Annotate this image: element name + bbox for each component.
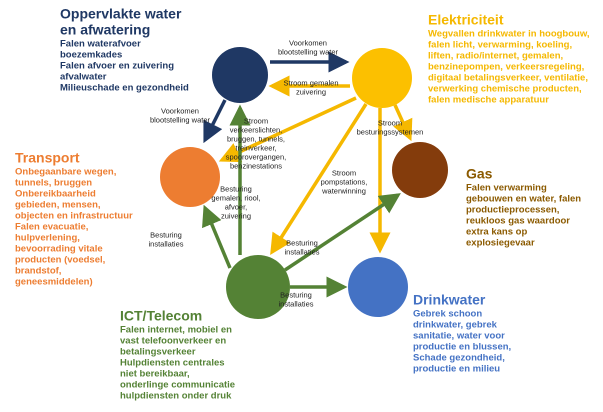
edge-label: installaties [148,240,183,249]
node-title: Elektriciteit [428,11,504,27]
node-text: Falen evacuatie, [15,221,88,232]
node-text: productieprocessen, [466,204,559,215]
node-text: Schade gezondheid, [413,352,505,363]
node-text: Wegvallen drinkwater in hoogbouw, [428,28,590,39]
edge-label: Stroom [378,119,402,128]
node-text: niet bereikbaar, [120,368,190,379]
edge-label: installaties [278,300,313,309]
node-circle [226,255,290,319]
node-text: gebieden, mensen, [15,199,101,210]
node-text: Onbegaanbare wegen, [15,166,116,177]
node-text: falen licht, verwarming, koeling, [428,39,572,50]
node-text: Falen afvoer en zuivering [60,60,174,71]
node-text: afvalwater [60,71,107,82]
node-text: sanitatie, water voor [413,330,505,341]
edge-label: Besturing [280,291,312,300]
edge-label: installaties [284,248,319,257]
node-title: en afwatering [60,21,150,37]
edge-label: zuivering [221,212,251,221]
edge-label: Stroom [244,117,268,126]
node-text: Onbereikbaarheid [15,188,96,199]
node-text: Milieuschade en gezondheid [60,82,189,93]
node-text: tunnels, bruggen [15,177,92,188]
node-text: objecten en infrastructuur [15,210,133,221]
edge-label: gemalen, riool, [211,194,260,203]
node-circle [212,47,268,103]
edge-label: spoorovergangen, [226,153,286,162]
node-text: drinkwater, gebrek [413,319,498,330]
node-text: Falen verwarming [466,182,547,193]
node-text: Gebrek schoon [413,308,482,319]
edge-label: benzinestations [230,162,282,171]
node-text: falen medische apparatuur [428,94,549,105]
edge-label: Voorkomen [161,107,199,116]
node-text: bevoorrading vitale [15,243,103,254]
arrows [202,51,413,298]
edge-label: besturingssystemen [357,128,424,137]
node-text: Hulpdiensten centrales [120,357,225,368]
node-text: explosiegevaar [466,237,535,248]
node-title: Gas [466,165,493,181]
node-text: digitaal betalingsverkeer, ventilatie, [428,72,588,83]
node-circle [352,48,412,108]
edge-label: waterwinning [321,187,366,196]
edge-label: afvoer, [225,203,248,212]
edge-label: blootstelling water [278,48,339,57]
edge-label: Besturing [220,185,252,194]
node-title: Drinkwater [413,291,486,307]
node-text: brandstof, [15,265,61,276]
node-text: reukloos gas waardoor [466,215,570,226]
node-text: onderlinge communicatie [120,379,235,390]
node-text: vast telefoonverkeer en [120,335,226,346]
edge-label: treinverkeer, [235,144,276,153]
node-text: hulpverlening, [15,232,80,243]
node-circle [392,142,448,198]
node-text: extra kans op [466,226,527,237]
node-title: ICT/Telecom [120,307,202,323]
edge-label: Besturing [286,239,318,248]
node-text: Falen internet, mobiel en [120,324,232,335]
edge-label: Stroom gemalen [283,79,338,88]
edge-label: Voorkomen [289,39,327,48]
node-text: gebouwen en water, falen [466,193,581,204]
edge-label: Stroom [332,169,356,178]
edge-label: blootstelling water [150,116,211,125]
node-text: liften, radio/internet, gemalen, [428,50,563,61]
node-text: producten (voedsel, [15,254,105,265]
node-text: productie en milieu [413,363,500,374]
node-text: betalingsverkeer [120,346,196,357]
node-text: geneesmiddelen) [15,276,93,287]
node-text: Falen waterafvoer [60,38,141,49]
node-circle [348,257,408,317]
edge-label: verkeerslichten, [230,126,283,135]
node-title: Oppervlakte water [60,5,182,21]
node-text: boezemkades [60,49,122,60]
node-text: benzinepompen, verkeersregeling, [428,61,584,72]
node-title: Transport [15,149,80,165]
edge-label: pompstations, [321,178,368,187]
node-text: productie en blussen, [413,341,511,352]
node-text: hulpdiensten onder druk [120,390,232,401]
nodes [160,47,448,319]
edge-label: zuivering [296,88,326,97]
node-text: verwerking chemische producten, [428,83,582,94]
node-circle [160,147,220,207]
edge-label: bruggen, tunnels, [227,135,285,144]
edge-label: Besturing [150,231,182,240]
